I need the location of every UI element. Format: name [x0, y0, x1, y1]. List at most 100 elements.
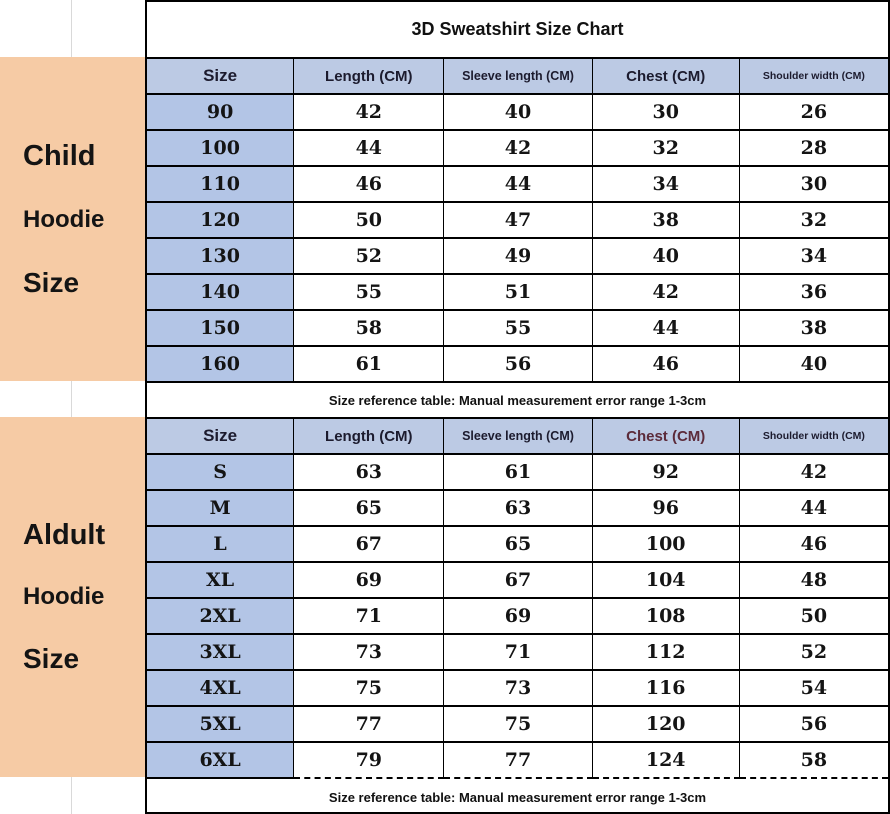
- adult-table-header: Size Length (CM) Sleeve length (CM) Ches…: [147, 419, 888, 455]
- col-header-sleeve: Sleeve length (CM): [444, 59, 593, 95]
- sleeve-cell: 63: [444, 491, 593, 527]
- chest-cell: 104: [592, 563, 740, 599]
- col-header-length: Length (CM): [294, 59, 445, 95]
- size-cell: S: [147, 455, 295, 491]
- size-cell: 100: [147, 131, 295, 167]
- shoulder-cell: 30: [739, 167, 888, 203]
- sleeve-cell: 44: [444, 167, 593, 203]
- chest-cell: 46: [592, 347, 740, 383]
- size-cell: 160: [147, 347, 295, 383]
- child-size-label-block: Child Hoodie Size: [0, 57, 145, 381]
- sleeve-cell: 77: [444, 743, 593, 779]
- child-table-row: 160 61 56 46 40: [147, 347, 888, 383]
- child-table-row: 150 58 55 44 38: [147, 311, 888, 347]
- size-cell: 4XL: [147, 671, 295, 707]
- chest-cell: 92: [592, 455, 740, 491]
- chest-cell: 108: [592, 599, 740, 635]
- adult-table-row: L 67 65 100 46: [147, 527, 888, 563]
- adult-table-row: 2XL 71 69 108 50: [147, 599, 888, 635]
- measurement-note: Size reference table: Manual measurement…: [147, 383, 888, 419]
- chest-cell: 44: [592, 311, 740, 347]
- sleeve-cell: 65: [444, 527, 593, 563]
- chest-cell: 32: [592, 131, 740, 167]
- shoulder-cell: 52: [739, 635, 888, 671]
- sleeve-cell: 61: [444, 455, 593, 491]
- size-cell: 140: [147, 275, 295, 311]
- chest-cell: 30: [592, 95, 740, 131]
- length-cell: 67: [294, 527, 445, 563]
- size-cell: L: [147, 527, 295, 563]
- size-cell: M: [147, 491, 295, 527]
- sleeve-cell: 51: [444, 275, 593, 311]
- shoulder-cell: 28: [739, 131, 888, 167]
- length-cell: 65: [294, 491, 445, 527]
- shoulder-cell: 36: [739, 275, 888, 311]
- shoulder-cell: 46: [739, 527, 888, 563]
- col-header-length: Length (CM): [294, 419, 445, 455]
- size-chart-table: 3D Sweatshirt Size Chart Size Length (CM…: [145, 0, 890, 814]
- shoulder-cell: 40: [739, 347, 888, 383]
- length-cell: 61: [294, 347, 445, 383]
- sleeve-cell: 71: [444, 635, 593, 671]
- length-cell: 55: [294, 275, 445, 311]
- sleeve-cell: 67: [444, 563, 593, 599]
- title-row: 3D Sweatshirt Size Chart: [147, 2, 888, 59]
- adult-table-row: 4XL 75 73 116 54: [147, 671, 888, 707]
- col-header-chest: Chest (CM): [592, 59, 740, 95]
- chest-cell: 42: [592, 275, 740, 311]
- length-cell: 50: [294, 203, 445, 239]
- size-cell: 6XL: [147, 743, 295, 779]
- adult-size-label-block: Aldult Hoodie Size: [0, 417, 145, 777]
- child-table-row: 120 50 47 38 32: [147, 203, 888, 239]
- shoulder-cell: 38: [739, 311, 888, 347]
- col-header-chest: Chest (CM): [592, 419, 740, 455]
- chest-cell: 124: [592, 743, 740, 779]
- adult-size-label: Size: [23, 643, 80, 674]
- adult-table-row: 5XL 77 75 120 56: [147, 707, 888, 743]
- shoulder-cell: 56: [739, 707, 888, 743]
- length-cell: 46: [294, 167, 445, 203]
- length-cell: 58: [294, 311, 445, 347]
- child-label: Child: [23, 139, 96, 172]
- shoulder-cell: 54: [739, 671, 888, 707]
- sleeve-cell: 69: [444, 599, 593, 635]
- sleeve-cell: 49: [444, 239, 593, 275]
- size-cell: 5XL: [147, 707, 295, 743]
- length-cell: 52: [294, 239, 445, 275]
- chest-cell: 40: [592, 239, 740, 275]
- shoulder-cell: 42: [739, 455, 888, 491]
- adult-table-row: S 63 61 92 42: [147, 455, 888, 491]
- child-table-row: 110 46 44 34 30: [147, 167, 888, 203]
- measurement-note: Size reference table: Manual measurement…: [328, 790, 707, 805]
- child-table-row: 100 44 42 32 28: [147, 131, 888, 167]
- child-table-header: Size Length (CM) Sleeve length (CM) Ches…: [147, 59, 888, 95]
- length-cell: 71: [294, 599, 445, 635]
- adult-table-row: M 65 63 96 44: [147, 491, 888, 527]
- shoulder-cell: 32: [739, 203, 888, 239]
- size-cell: 90: [147, 95, 295, 131]
- size-cell: 110: [147, 167, 295, 203]
- col-header-shoulder: Shoulder width (CM): [739, 419, 888, 455]
- shoulder-cell: 26: [739, 95, 888, 131]
- col-header-shoulder: Shoulder width (CM): [739, 59, 888, 95]
- size-cell: 150: [147, 311, 295, 347]
- sleeve-cell: 55: [444, 311, 593, 347]
- col-header-size: Size: [147, 59, 295, 95]
- child-table-row: 90 42 40 30 26: [147, 95, 888, 131]
- sleeve-cell: 75: [444, 707, 593, 743]
- length-cell: 42: [294, 95, 445, 131]
- sleeve-cell: 42: [444, 131, 593, 167]
- length-cell: 44: [294, 131, 445, 167]
- child-size-label: Size: [23, 266, 80, 298]
- shoulder-cell: 50: [739, 599, 888, 635]
- adult-hoodie-label: Hoodie: [23, 583, 105, 610]
- size-cell: 120: [147, 203, 295, 239]
- adult-table-row: 6XL 79 77 124 58: [147, 743, 888, 779]
- adult-table-row: XL 69 67 104 48: [147, 563, 888, 599]
- sleeve-cell: 47: [444, 203, 593, 239]
- adult-label: Aldult: [23, 519, 106, 551]
- shoulder-cell: 34: [739, 239, 888, 275]
- col-header-size: Size: [147, 419, 295, 455]
- child-table-row: 140 55 51 42 36: [147, 275, 888, 311]
